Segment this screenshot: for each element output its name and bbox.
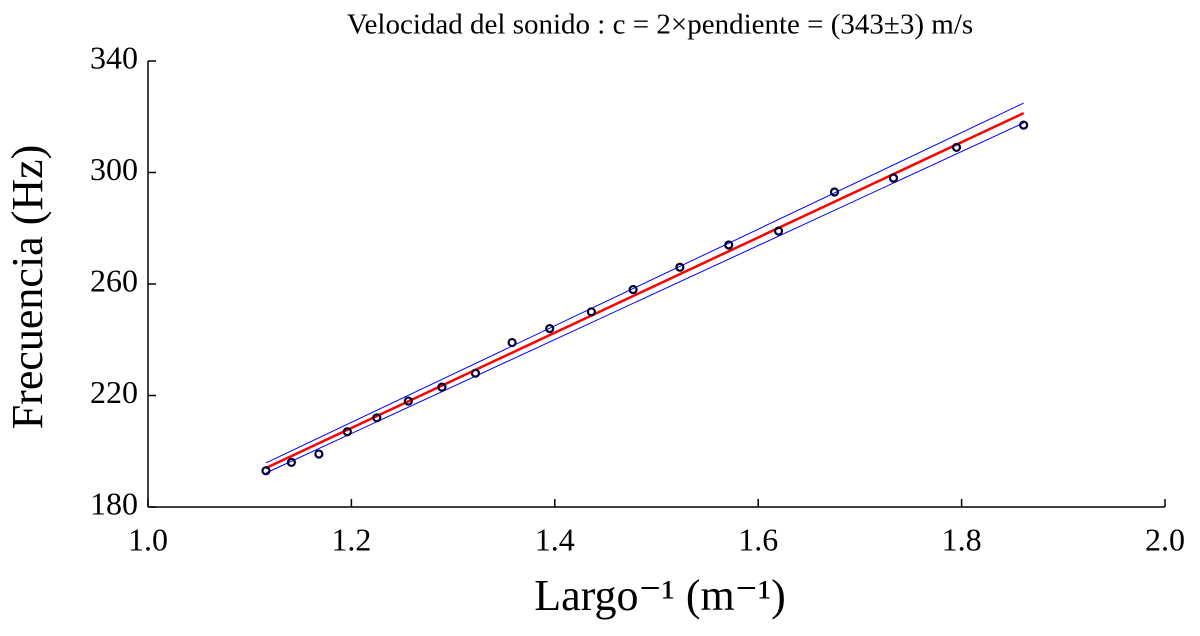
data-point [951, 142, 962, 153]
x-tick-label: 1.6 [738, 521, 778, 557]
x-tick-label: 1.8 [942, 521, 982, 557]
data-point [675, 262, 685, 272]
x-tick-label: 1.4 [535, 521, 575, 557]
y-tick-label: 180 [90, 485, 138, 521]
y-axis-label: Frecuencia (Hz) [3, 145, 52, 430]
y-tick-label: 220 [90, 374, 138, 410]
fit-line [265, 102, 1024, 464]
data-point [545, 324, 555, 334]
data-point [773, 226, 784, 236]
data-point [724, 240, 734, 250]
data-point [628, 284, 638, 295]
x-tick-label: 1.2 [331, 521, 371, 557]
data-point [829, 187, 840, 197]
data-point [437, 382, 447, 392]
y-tick-label: 340 [90, 39, 138, 75]
data-point [586, 307, 597, 317]
data-point [342, 427, 352, 437]
data-point [261, 466, 271, 476]
fit-line [265, 122, 1024, 474]
x-axis-label: Largo⁻¹ (m⁻¹) [534, 571, 786, 620]
y-tick-label: 300 [90, 151, 138, 187]
data-point [286, 457, 296, 467]
data-point [1019, 120, 1029, 130]
data-point [403, 396, 413, 406]
data-point [507, 337, 517, 348]
fit-line [265, 111, 1025, 470]
data-point [314, 449, 324, 459]
chart-title: Velocidad del sonido : c = 2×pendiente =… [347, 9, 973, 41]
data-point [888, 173, 899, 183]
y-tick-label: 260 [90, 262, 138, 298]
data-point [372, 413, 382, 423]
x-tick-label: 2.0 [1145, 521, 1185, 557]
x-tick-label: 1.0 [128, 521, 168, 557]
data-point [470, 368, 481, 378]
